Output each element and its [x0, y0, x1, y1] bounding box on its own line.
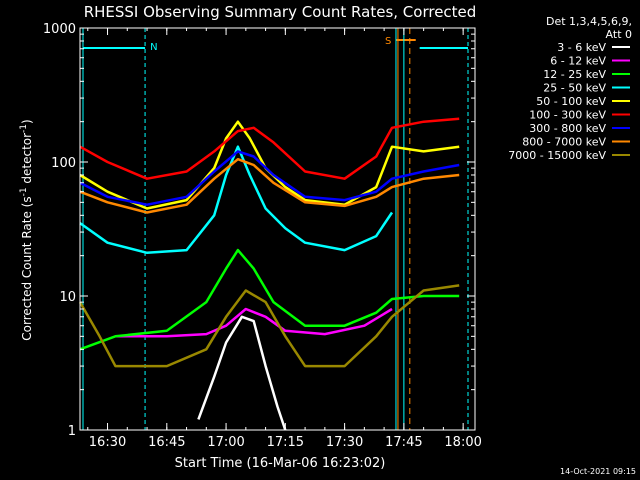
x-tick-label: 17:45: [385, 435, 422, 450]
x-tick-label: 18:00: [444, 435, 481, 450]
legend-label-7: 300 - 800 keV: [529, 122, 606, 135]
x-tick-label: 16:30: [89, 435, 126, 450]
series-line-3: [79, 248, 460, 351]
plot-frame: [79, 27, 476, 431]
series-line-2: [115, 307, 393, 338]
x-tick-label: 17:15: [267, 435, 304, 450]
x-tick-label: 17:30: [326, 435, 363, 450]
series-line-1: [197, 315, 287, 431]
y-tick-label: 1000: [43, 22, 76, 37]
series-line-9: [78, 284, 460, 368]
y-axis-label-main: Corrected Count Rate (s: [20, 196, 34, 340]
x-tick-label: 17:00: [207, 435, 244, 450]
saa-flag-label: S: [385, 36, 391, 47]
series-line-6: [79, 117, 460, 180]
legend-label-3: 12 - 25 keV: [543, 68, 606, 81]
plot-area: NS: [82, 28, 469, 430]
legend-label-8: 800 - 7000 keV: [522, 136, 606, 149]
axes-layer: 16:30 16:45 17:00 17:15 17:30 17:45 18:00 1 10 10…: [43, 22, 482, 450]
y-axis-label-end: ): [20, 119, 34, 124]
legend-header-line-1: Det 1,3,4,5,6,9,: [546, 15, 632, 28]
y-axis-label-exp2: -1: [19, 124, 29, 133]
series-line-7: [79, 150, 460, 206]
y-tick-label: 100: [51, 156, 76, 171]
series-line-8: [79, 157, 460, 214]
series-line-5: [79, 120, 460, 210]
legend-label-6: 100 - 300 keV: [529, 109, 606, 122]
legend-label-5: 50 - 100 keV: [536, 95, 606, 108]
y-axis-label: Corrected Count Rate (s-1 detector-1): [19, 119, 34, 340]
x-tick-label: 16:45: [148, 435, 185, 450]
legend-label-1: 3 - 6 keV: [557, 41, 606, 54]
series-layer: [78, 117, 460, 431]
legend-header-line-2: Att 0: [606, 28, 632, 41]
legend-label-2: 6 - 12 keV: [550, 55, 606, 68]
y-axis-label-mid: detector: [20, 133, 34, 188]
legend-label-9: 7000 - 15000 keV: [508, 149, 606, 162]
footer-date: 14-Oct-2021 09:15: [560, 467, 636, 476]
legend-label-4: 25 - 50 keV: [543, 82, 606, 95]
y-axis-label-exp1: -1: [19, 187, 29, 196]
night-flag-label: N: [150, 42, 157, 53]
y-tick-label: 10: [59, 290, 76, 305]
y-tick-label: 1: [68, 424, 76, 439]
x-axis-label: Start Time (16-Mar-06 16:23:02): [175, 456, 386, 471]
chart-title: RHESSI Observing Summary Count Rates, Co…: [84, 3, 477, 21]
